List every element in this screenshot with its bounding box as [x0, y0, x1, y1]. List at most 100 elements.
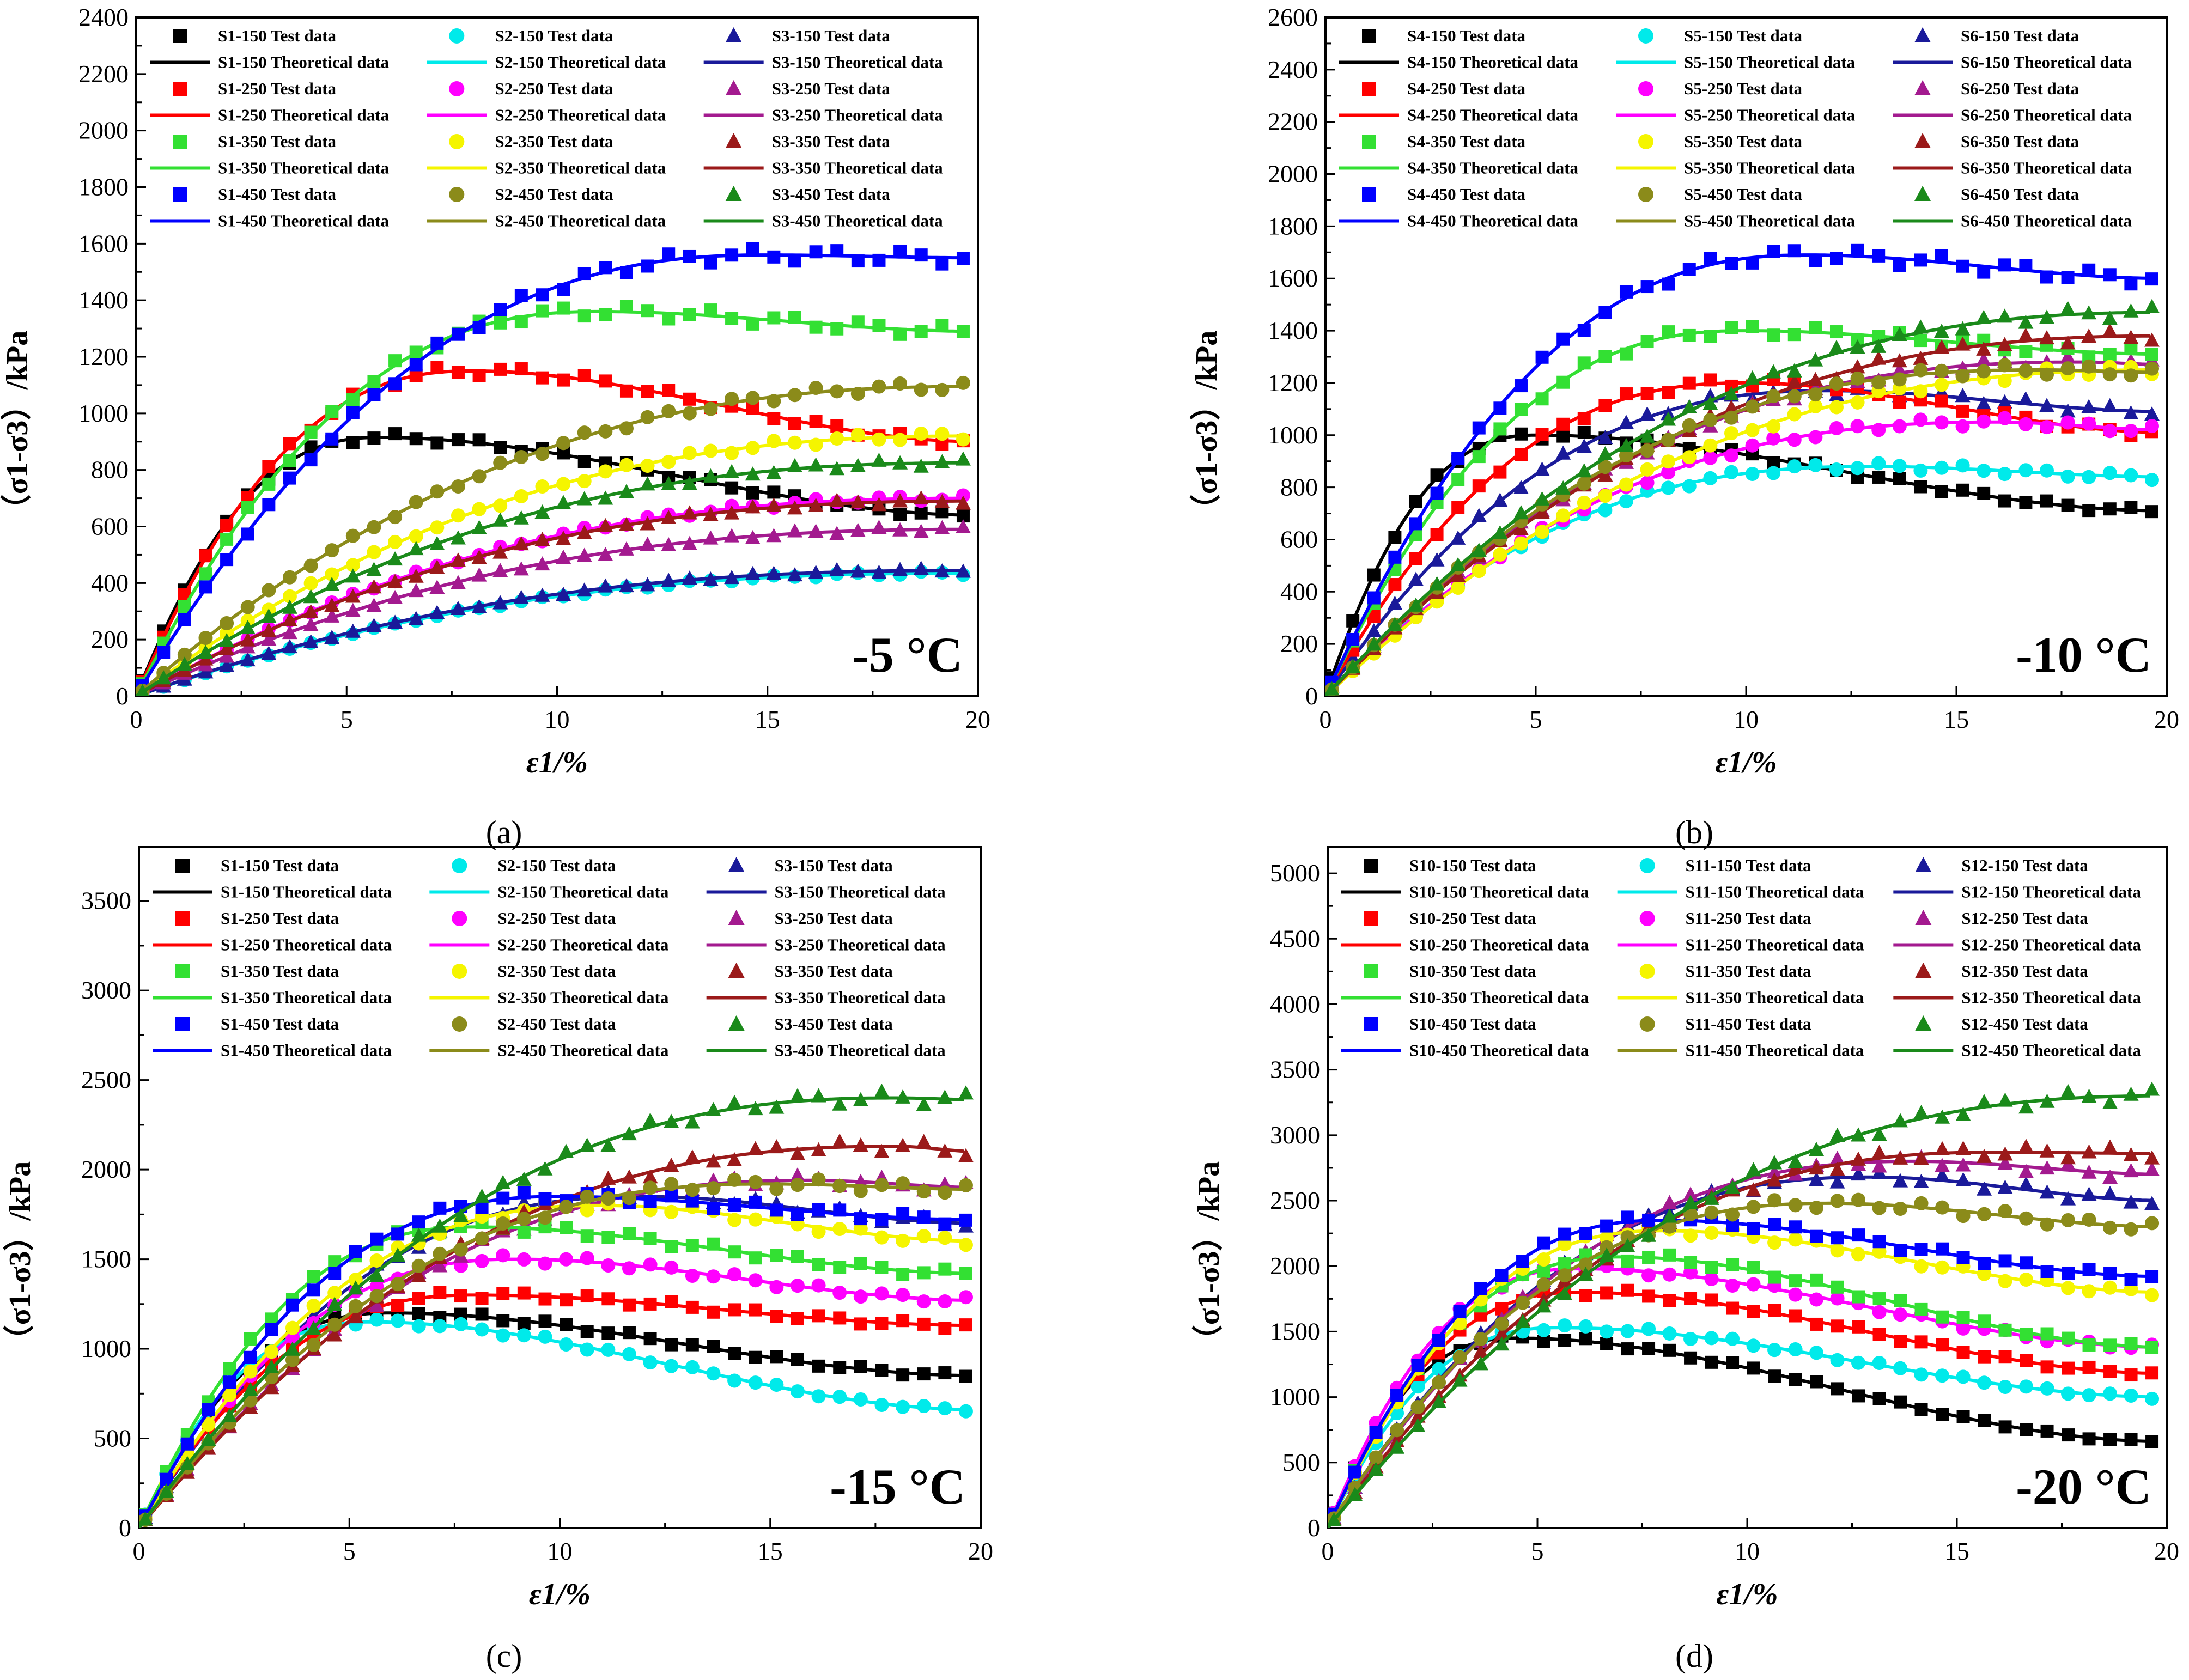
- test-marker: [811, 1142, 826, 1156]
- test-marker: [769, 1182, 784, 1196]
- y-tick-label: 1200: [78, 343, 129, 370]
- test-marker: [599, 261, 612, 275]
- test-marker: [538, 1210, 552, 1225]
- test-marker: [875, 1317, 889, 1330]
- x-axis-label: ε1/%: [529, 1578, 591, 1611]
- test-marker: [935, 382, 950, 397]
- test-marker: [517, 1225, 531, 1239]
- test-marker: [1472, 564, 1486, 579]
- test-marker: [2123, 330, 2139, 344]
- test-marker: [958, 1178, 973, 1192]
- test-marker: [453, 1317, 468, 1331]
- test-marker: [769, 1099, 785, 1114]
- test-marker: [369, 1289, 384, 1304]
- legend-label-test: S1-150 Test data: [218, 26, 337, 45]
- test-marker: [1451, 452, 1465, 465]
- test-marker: [1787, 407, 1802, 422]
- legend-label-test: S6-250 Test data: [1961, 79, 2079, 98]
- legend-label-test: S5-250 Test data: [1684, 79, 1803, 98]
- test-marker: [1978, 1350, 1991, 1364]
- test-marker: [580, 1229, 594, 1243]
- test-marker: [1892, 372, 1907, 387]
- test-marker: [1704, 1205, 1719, 1220]
- test-marker: [1430, 528, 1444, 541]
- test-marker: [517, 1286, 531, 1300]
- legend-marker: [1362, 135, 1376, 149]
- test-marker: [1997, 358, 2012, 373]
- test-marker: [2144, 1081, 2160, 1096]
- test-marker: [430, 361, 444, 374]
- legend-marker: [173, 135, 187, 149]
- test-marker: [935, 427, 950, 441]
- test-marker: [917, 1317, 931, 1331]
- test-marker: [1577, 356, 1591, 370]
- test-marker: [451, 366, 465, 379]
- x-tick-label: 10: [545, 705, 570, 733]
- test-marker: [1913, 363, 1928, 378]
- test-marker: [2144, 299, 2160, 313]
- test-marker: [1684, 1292, 1698, 1305]
- test-marker: [577, 369, 591, 382]
- test-marker: [1997, 1146, 2013, 1161]
- legend-marker: [173, 82, 187, 96]
- test-marker: [1997, 1179, 2013, 1194]
- test-marker: [1619, 387, 1633, 401]
- test-marker: [2061, 1281, 2076, 1295]
- test-marker: [832, 1390, 847, 1404]
- test-marker: [833, 1261, 847, 1274]
- test-marker: [2018, 327, 2034, 342]
- test-marker: [220, 553, 234, 567]
- test-marker: [1621, 1283, 1634, 1297]
- test-marker: [2145, 1270, 2159, 1283]
- test-marker: [556, 531, 571, 545]
- test-marker: [577, 425, 592, 440]
- x-tick-label: 20: [965, 705, 990, 733]
- test-marker: [1935, 1141, 1950, 1155]
- test-marker: [787, 388, 802, 403]
- test-marker: [853, 1137, 868, 1152]
- test-marker: [349, 1245, 362, 1258]
- test-marker: [748, 1174, 763, 1189]
- test-marker: [913, 458, 929, 473]
- test-marker: [746, 242, 759, 255]
- test-marker: [1598, 460, 1613, 474]
- test-marker: [1577, 476, 1591, 491]
- test-marker: [558, 1143, 574, 1158]
- y-tick-label: 1000: [78, 399, 129, 427]
- test-marker: [2060, 361, 2075, 376]
- test-marker: [1723, 386, 1739, 400]
- legend-label-test: S2-350 Test data: [495, 132, 613, 151]
- legend-marker: [452, 858, 467, 873]
- test-marker: [706, 1181, 721, 1196]
- test-marker: [475, 1231, 489, 1246]
- test-marker: [1786, 363, 1802, 378]
- test-marker: [1871, 456, 1886, 471]
- test-marker: [2019, 259, 2033, 272]
- legend-marker: [1915, 910, 1932, 925]
- test-marker: [1787, 433, 1802, 447]
- test-marker: [1724, 426, 1738, 441]
- test-marker: [178, 613, 191, 626]
- test-marker: [304, 453, 318, 467]
- test-marker: [1893, 1307, 1908, 1322]
- test-marker: [1451, 501, 1465, 514]
- test-marker: [244, 1332, 257, 1346]
- test-marker: [262, 477, 276, 491]
- test-marker: [1577, 425, 1591, 439]
- test-marker: [622, 1191, 636, 1206]
- legend-label-test: S4-150 Test data: [1407, 26, 1526, 45]
- test-marker: [727, 1152, 743, 1166]
- test-marker: [1600, 1324, 1614, 1339]
- test-marker: [2124, 501, 2138, 514]
- test-marker: [346, 406, 360, 419]
- test-marker: [1390, 1423, 1404, 1438]
- test-marker: [1933, 339, 1949, 354]
- test-marker: [1682, 328, 1696, 342]
- test-marker: [871, 564, 887, 579]
- legend-marker: [449, 187, 465, 202]
- test-marker: [601, 1342, 616, 1357]
- legend-marker: [725, 27, 742, 42]
- test-marker: [2061, 1213, 2076, 1227]
- test-marker: [513, 561, 529, 576]
- test-marker: [728, 1245, 741, 1259]
